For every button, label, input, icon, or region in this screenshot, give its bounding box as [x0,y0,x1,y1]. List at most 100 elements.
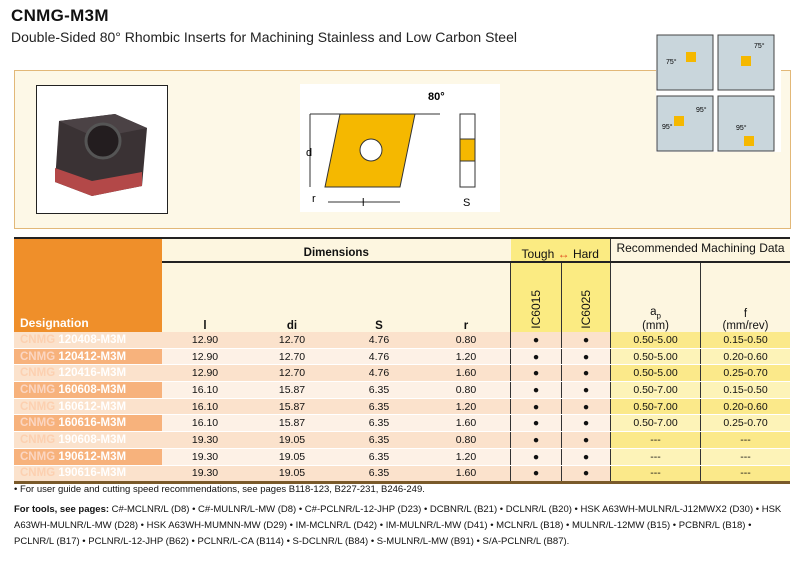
tough-hard-header: Tough ↔ Hard [510,237,611,262]
designation-cell: CNMG 120412-M3M [14,348,162,366]
table-row: CNMG 120416-M3M 12.90 12.70 4.76 1.60 ● ● 0.50-… [14,364,790,383]
angle-95: 95° [736,124,747,132]
r-cell: 1.60 [422,364,511,383]
ap-cell: --- [610,465,701,484]
designation-cell: CNMG 120416-M3M [14,364,162,383]
designation-cell: CNMG 160608-M3M [14,381,162,399]
di-cell: 19.05 [248,431,336,449]
ap-sub: p [656,311,661,320]
ap-label: a [650,305,657,318]
col-ic6025: IC6025 [579,290,593,329]
footnote: • For user guide and cutting speed recom… [14,484,425,495]
prefix: CNMG [20,383,56,396]
r-cell: 1.20 [422,398,511,416]
prefix: CNMG [20,417,56,430]
ic6025-cell: ● [561,448,611,466]
hard-label: Hard [572,247,599,261]
s-cell: 6.35 [336,431,422,449]
l-cell: 19.30 [162,465,248,484]
di-cell: 15.87 [248,414,336,433]
ic6015-cell: ● [510,398,562,416]
f-cell: 0.15-0.50 [700,332,790,349]
f-cell: --- [700,448,790,466]
ap-cell: 0.50-7.00 [610,414,701,433]
prefix: CNMG [20,433,56,446]
table-row: CNMG 190616-M3M 19.30 19.05 6.35 1.60 ● ● --- --… [14,465,790,484]
tough-label: Tough [521,247,555,261]
l-cell: 16.10 [162,381,248,399]
ap-cell: 0.50-7.00 [610,381,701,399]
ic6015-cell: ● [510,348,562,366]
table-row: CNMG 190612-M3M 19.30 19.05 6.35 1.20 ● ● --- --… [14,448,790,466]
angle-75: 75° [666,58,677,66]
di-cell: 12.70 [248,332,336,349]
di-cell: 12.70 [248,348,336,366]
s-label: S [463,197,470,209]
l-label: l [362,197,364,209]
r-cell: 1.20 [422,448,511,466]
table-row: CNMG 120408-M3M 12.90 12.70 4.76 0.80 ● ● 0.50-… [14,332,790,349]
ap-cell: 0.50-5.00 [610,364,701,383]
code: 160612-M3M [58,400,127,413]
tools-reference: For tools, see pages: C#-MCLNR/L (D8) • … [14,502,784,550]
code: 160616-M3M [58,417,127,430]
r-cell: 0.80 [422,332,511,349]
code: 120416-M3M [58,367,127,380]
di-cell: 19.05 [248,465,336,484]
insert-photo [36,85,168,214]
table-row: CNMG 160612-M3M 16.10 15.87 6.35 1.20 ● ● 0.50-… [14,398,790,416]
f-unit: (mm/rev) [722,320,769,332]
ap-cell: 0.50-5.00 [610,348,701,366]
l-cell: 12.90 [162,348,248,366]
table-row: CNMG 190608-M3M 19.30 19.05 6.35 0.80 ● ● --- --… [14,431,790,449]
r-cell: 1.60 [422,414,511,433]
col-ic6015: IC6015 [529,290,543,329]
l-cell: 16.10 [162,414,248,433]
ic6025-cell: ● [561,332,611,349]
angle-75: 75° [754,42,765,50]
inserts-table: Designation Dimensions Tough ↔ Hard Reco… [14,237,790,485]
ap-cell: --- [610,431,701,449]
prefix: CNMG [20,367,56,380]
recommended-header: Recommended Machining Data [610,237,790,262]
designation-cell: CNMG 190616-M3M [14,465,162,484]
r-cell: 0.80 [422,431,511,449]
application-icons: 75° 75° 95° 95° 95° [656,34,781,152]
prefix: CNMG [20,400,56,413]
r-label: r [312,193,316,205]
s-cell: 4.76 [336,348,422,366]
tools-label: For tools, see pages: [14,504,110,515]
code: 190616-M3M [58,467,127,480]
ic6025-cell: ● [561,348,611,366]
table-row: CNMG 160616-M3M 16.10 15.87 6.35 1.60 ● ● 0.50-… [14,414,790,433]
page-subtitle: Double-Sided 80° Rhombic Inserts for Mac… [11,29,517,45]
prefix: CNMG [20,450,56,463]
col-r: r [422,261,511,332]
ic6025-cell: ● [561,465,611,484]
f-cell: --- [700,465,790,484]
col-di: di [248,261,336,332]
l-cell: 16.10 [162,398,248,416]
angle-95: 95° [662,123,673,131]
designation-cell: CNMG 190612-M3M [14,448,162,466]
col-l: l [162,261,248,332]
angle-label: 80° [428,91,445,103]
ic6025-cell: ● [561,431,611,449]
r-cell: 1.60 [422,465,511,484]
ic6015-cell: ● [510,414,562,433]
page-title: CNMG-M3M [11,6,109,25]
ic6025-cell: ● [561,364,611,383]
arrow-icon: ↔ [557,247,570,261]
r-cell: 1.20 [422,348,511,366]
s-cell: 6.35 [336,398,422,416]
designation-header: Designation [14,237,162,332]
code: 190612-M3M [58,450,127,463]
code: 160608-M3M [58,383,127,396]
ic6025-cell: ● [561,414,611,433]
l-cell: 12.90 [162,332,248,349]
prefix: CNMG [20,467,56,480]
s-cell: 6.35 [336,414,422,433]
ic6015-cell: ● [510,381,562,399]
designation-cell: CNMG 120408-M3M [14,332,162,349]
ic6015-cell: ● [510,465,562,484]
